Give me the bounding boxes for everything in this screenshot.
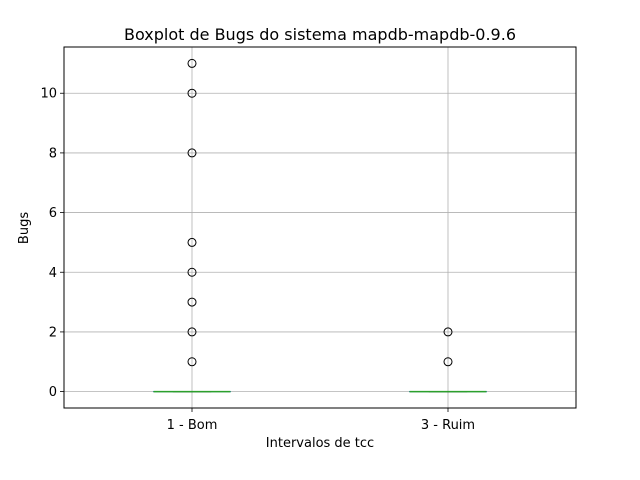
x-axis-label: Intervalos de tcc	[266, 436, 374, 451]
y-tick-label: 8	[49, 146, 57, 161]
y-tick-label: 10	[40, 87, 57, 102]
box-group	[153, 58, 487, 393]
outlier-point	[187, 267, 197, 277]
outlier-point	[187, 88, 197, 98]
box-1	[153, 58, 231, 393]
y-tick-label: 6	[49, 206, 57, 221]
chart-title: Boxplot de Bugs do sistema mapdb-mapdb-0…	[124, 25, 516, 44]
outlier-point	[187, 148, 197, 158]
x-tick-label: 3 - Ruim	[421, 418, 475, 433]
x-axis-ticks: 1 - Bom 3 - Ruim	[167, 408, 475, 433]
y-axis-label: Bugs	[17, 212, 32, 244]
outlier-point	[187, 357, 197, 367]
plot-area-frame	[63, 46, 577, 409]
outlier-point	[187, 297, 197, 307]
outlier-point	[187, 58, 197, 68]
outlier-point	[187, 237, 197, 247]
x-tick-label: 1 - Bom	[167, 418, 218, 433]
y-axis-ticks: 0 2 4 6 8 10	[40, 87, 64, 400]
outlier-point	[187, 327, 197, 337]
y-tick-label: 0	[49, 385, 57, 400]
y-tick-label: 2	[49, 325, 57, 340]
box-2	[409, 327, 487, 393]
outlier-point	[443, 327, 453, 337]
y-tick-label: 4	[49, 266, 57, 281]
outlier-point	[443, 357, 453, 367]
grid-lines	[64, 47, 576, 408]
